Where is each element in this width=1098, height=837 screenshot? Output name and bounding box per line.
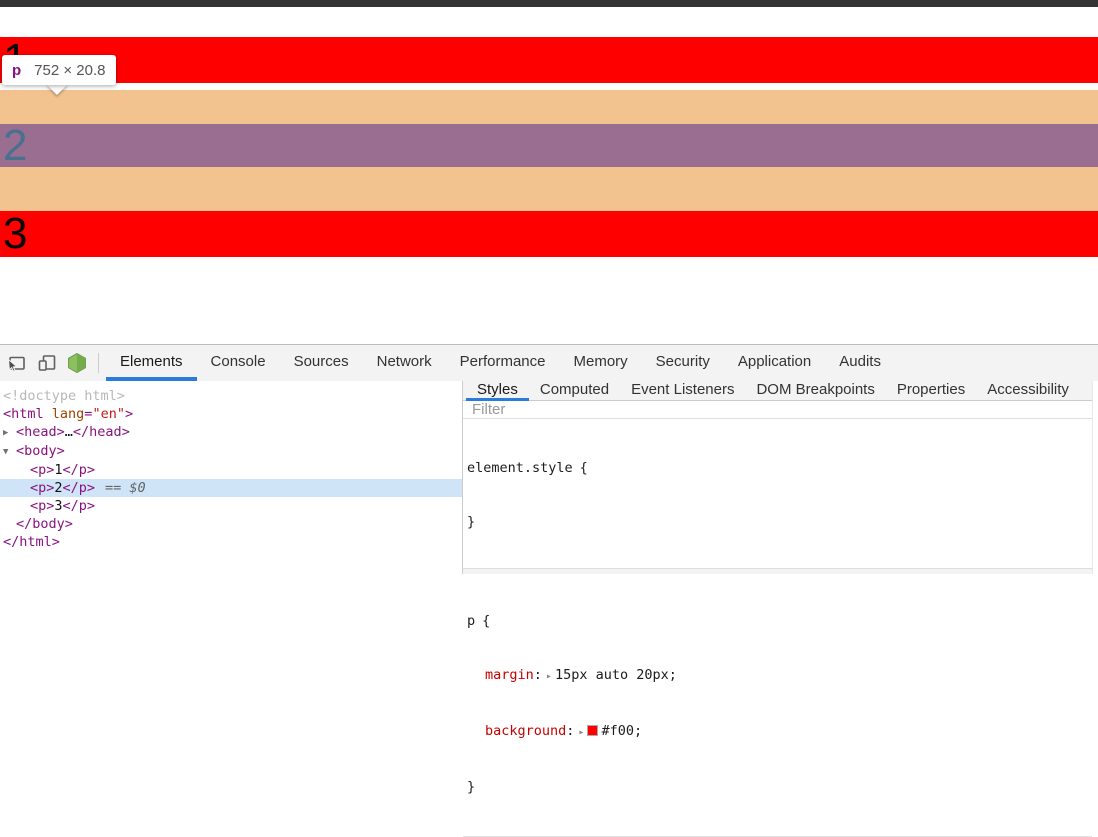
margin-highlight-top xyxy=(0,90,1098,124)
inspect-tooltip: p 752 × 20.8 xyxy=(2,55,116,85)
expand-shorthand-icon[interactable]: ▸ xyxy=(545,671,552,682)
expand-shorthand-icon[interactable]: ▸ xyxy=(578,727,585,738)
scrollbar[interactable] xyxy=(1092,381,1098,574)
paragraph-block-3: 3 xyxy=(0,211,1098,257)
css-property-margin[interactable]: margin: ▸ 15px auto 20px; xyxy=(485,667,677,683)
expanded-arrow-icon[interactable]: ▼ xyxy=(3,447,9,457)
dom-node-p2-selected[interactable]: <p>2</p> == $0 xyxy=(0,479,462,497)
tab-memory[interactable]: Memory xyxy=(573,352,628,370)
tab-properties[interactable]: Properties xyxy=(896,381,966,398)
console-reference-badge: == $0 xyxy=(105,480,146,496)
tab-computed[interactable]: Computed xyxy=(539,381,610,398)
devtools-panel: Elements Console Sources Network Perform… xyxy=(0,344,1098,837)
panel-divider[interactable] xyxy=(462,381,463,574)
device-toolbar-icon[interactable] xyxy=(35,351,59,375)
toolbar-separator xyxy=(98,353,99,373)
p-rule-close-brace: } xyxy=(467,779,476,795)
dom-tree-panel: <!doctype html> <html lang="en"> ▶ <head>… xyxy=(0,381,462,574)
styles-tab-bar: Styles Computed Event Listeners DOM Brea… xyxy=(463,381,1092,401)
css-property-background[interactable]: background: ▸ #f00; xyxy=(485,723,643,739)
devtools-toolbar: Elements Console Sources Network Perform… xyxy=(0,345,1098,381)
dom-node-html-close[interactable]: </html> xyxy=(3,534,60,550)
tab-sources[interactable]: Sources xyxy=(293,352,349,370)
dom-node-body-open[interactable]: ▼ <body> xyxy=(3,443,65,459)
dom-node-body-close[interactable]: </body> xyxy=(16,516,73,532)
tooltip-tag-name: p xyxy=(12,61,22,79)
paragraph-1-text: 1 xyxy=(0,37,1098,83)
node-icon[interactable] xyxy=(65,351,89,375)
margin-highlight-bottom xyxy=(0,167,1098,211)
tab-elements[interactable]: Elements xyxy=(106,345,197,381)
dom-node-p3[interactable]: <p>3</p> xyxy=(30,498,96,514)
tab-application[interactable]: Application xyxy=(737,352,812,370)
tooltip-dimensions: 752 × 20.8 xyxy=(34,61,106,79)
devtools-body: <!doctype html> <html lang="en"> ▶ <head>… xyxy=(0,381,1098,837)
inspect-icon[interactable] xyxy=(5,351,29,375)
element-style-selector-line[interactable]: element.style{ xyxy=(467,460,588,476)
tab-dom-breakpoints[interactable]: DOM Breakpoints xyxy=(756,381,875,398)
browser-window-top-edge xyxy=(0,0,1098,7)
tooltip-pointer xyxy=(46,84,68,95)
tab-styles[interactable]: Styles xyxy=(466,381,529,401)
styles-filter-row xyxy=(463,401,1092,419)
tab-security[interactable]: Security xyxy=(655,352,710,370)
color-swatch[interactable] xyxy=(587,725,599,736)
dom-node-p1[interactable]: <p>1</p> xyxy=(30,462,96,478)
p-style-rule: p{ margin: ▸ 15px auto 20px; background: ▸ #… xyxy=(463,572,1092,837)
dom-node-html-open[interactable]: <html lang="en"> xyxy=(3,406,134,422)
collapsed-arrow-icon[interactable]: ▶ xyxy=(3,428,9,438)
devtools-toolbar-icons xyxy=(0,345,91,381)
paragraph-2-text: 2 xyxy=(3,121,28,170)
next-section-edge xyxy=(463,568,1092,574)
tab-performance[interactable]: Performance xyxy=(459,352,546,370)
tab-accessibility[interactable]: Accessibility xyxy=(987,381,1069,398)
p-rule-selector-line[interactable]: p{ xyxy=(467,613,491,629)
dom-node-doctype[interactable]: <!doctype html> xyxy=(3,388,125,404)
paragraph-block-2-highlighted: 2 xyxy=(0,121,1098,170)
tab-event-listeners[interactable]: Event Listeners xyxy=(631,381,735,398)
styles-filter-input[interactable] xyxy=(463,401,1061,418)
tab-network[interactable]: Network xyxy=(376,352,432,370)
tab-audits[interactable]: Audits xyxy=(839,352,881,370)
paragraph-3-text: 3 xyxy=(3,209,28,258)
element-style-rule: element.style{ } xyxy=(463,419,1092,572)
paragraph-block-1: 1 xyxy=(0,37,1098,83)
styles-sidebar: Styles Computed Event Listeners DOM Brea… xyxy=(463,381,1092,837)
tab-console[interactable]: Console xyxy=(210,352,266,370)
dom-node-head[interactable]: ▶ <head>…</head> xyxy=(3,424,130,440)
element-style-close-brace: } xyxy=(467,514,476,530)
